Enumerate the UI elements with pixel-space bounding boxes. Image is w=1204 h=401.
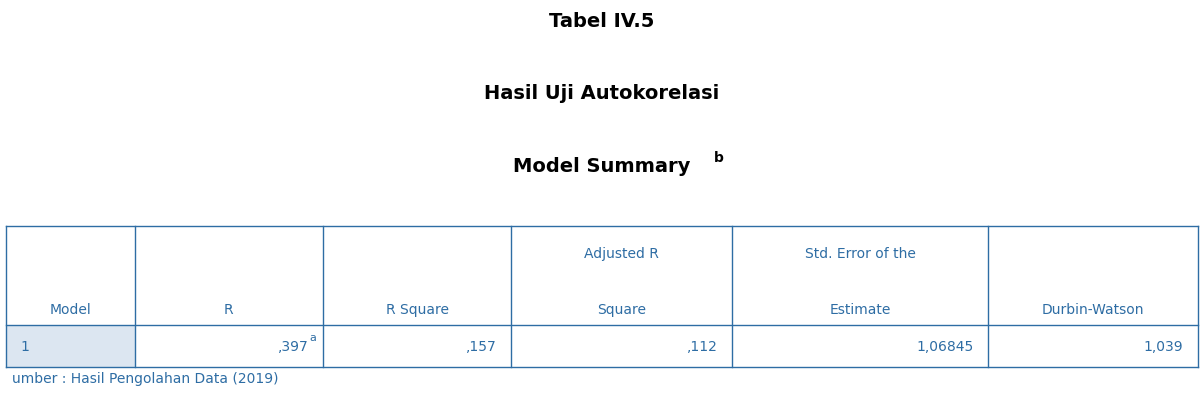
Text: Tabel IV.5: Tabel IV.5 [549, 12, 655, 31]
Text: 1,039: 1,039 [1144, 339, 1184, 353]
Text: Adjusted R: Adjusted R [584, 247, 659, 261]
Text: Hasil Uji Autokorelasi: Hasil Uji Autokorelasi [484, 84, 720, 103]
Text: Std. Error of the: Std. Error of the [804, 247, 915, 261]
Text: a: a [309, 332, 317, 342]
Text: 1: 1 [20, 339, 29, 353]
Bar [6, 325, 135, 367]
Text: Estimate: Estimate [830, 302, 891, 316]
Text: b: b [714, 150, 724, 164]
Text: ,157: ,157 [466, 339, 497, 353]
Text: Model: Model [49, 302, 92, 316]
Text: Durbin-Watson: Durbin-Watson [1041, 302, 1144, 316]
Text: Square: Square [597, 302, 647, 316]
Text: Model Summary: Model Summary [513, 156, 691, 175]
Text: 1,06845: 1,06845 [916, 339, 974, 353]
Text: R: R [224, 302, 234, 316]
Text: umber : Hasil Pengolahan Data (2019): umber : Hasil Pengolahan Data (2019) [12, 371, 278, 385]
Text: ,112: ,112 [686, 339, 718, 353]
Text: R Square: R Square [385, 302, 449, 316]
Text: ,397: ,397 [278, 339, 308, 353]
